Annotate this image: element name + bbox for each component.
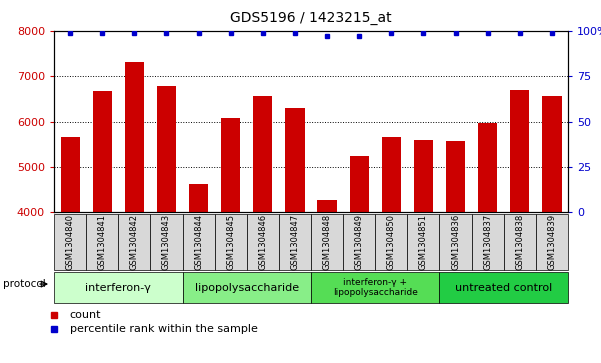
Bar [446, 140, 465, 212]
Bar [189, 184, 208, 212]
Bar [343, 214, 375, 270]
Bar [253, 96, 272, 212]
Bar [61, 138, 80, 212]
Bar [285, 107, 305, 212]
Text: untreated control: untreated control [455, 283, 552, 293]
Bar [279, 214, 311, 270]
Bar [504, 214, 536, 270]
Text: protocol: protocol [3, 279, 46, 289]
Bar [157, 86, 176, 212]
Text: GSM1304837: GSM1304837 [483, 214, 492, 270]
Text: GSM1304846: GSM1304846 [258, 214, 267, 270]
Text: interferon-γ +
lipopolysaccharide: interferon-γ + lipopolysaccharide [333, 278, 418, 297]
Bar [478, 123, 497, 212]
Text: percentile rank within the sample: percentile rank within the sample [70, 324, 257, 334]
Bar [382, 137, 401, 212]
Text: GSM1304840: GSM1304840 [66, 214, 75, 270]
Text: GDS5196 / 1423215_at: GDS5196 / 1423215_at [230, 11, 392, 25]
Text: GSM1304842: GSM1304842 [130, 214, 139, 270]
Bar [247, 214, 279, 270]
Bar [439, 272, 568, 303]
Text: GSM1304849: GSM1304849 [355, 214, 364, 270]
Text: GSM1304850: GSM1304850 [387, 214, 396, 270]
Bar [510, 90, 529, 212]
Bar [407, 214, 439, 270]
Text: count: count [70, 310, 101, 319]
Bar [542, 96, 561, 212]
Bar [439, 214, 472, 270]
Bar [183, 214, 215, 270]
Text: GSM1304844: GSM1304844 [194, 214, 203, 270]
Bar [221, 118, 240, 212]
Text: GSM1304847: GSM1304847 [290, 214, 299, 270]
Text: GSM1304838: GSM1304838 [515, 214, 524, 270]
Bar [125, 62, 144, 212]
Text: GSM1304851: GSM1304851 [419, 214, 428, 270]
Bar [350, 156, 369, 212]
Bar [472, 214, 504, 270]
Bar [86, 214, 118, 270]
Text: interferon-γ: interferon-γ [85, 283, 151, 293]
Bar [317, 200, 337, 212]
Text: GSM1304843: GSM1304843 [162, 214, 171, 270]
Text: GSM1304839: GSM1304839 [548, 214, 557, 270]
Text: lipopolysaccharide: lipopolysaccharide [195, 283, 299, 293]
Text: GSM1304836: GSM1304836 [451, 214, 460, 270]
Bar [93, 91, 112, 212]
Bar [311, 214, 343, 270]
Text: GSM1304848: GSM1304848 [323, 214, 332, 270]
Text: GSM1304841: GSM1304841 [98, 214, 107, 270]
Text: GSM1304845: GSM1304845 [226, 214, 235, 270]
Bar [413, 140, 433, 212]
Bar [215, 214, 247, 270]
Bar [375, 214, 407, 270]
Bar [536, 214, 568, 270]
Bar [183, 272, 311, 303]
Bar [311, 272, 439, 303]
Bar [54, 272, 183, 303]
Bar [54, 214, 86, 270]
Bar [118, 214, 150, 270]
Bar [150, 214, 183, 270]
